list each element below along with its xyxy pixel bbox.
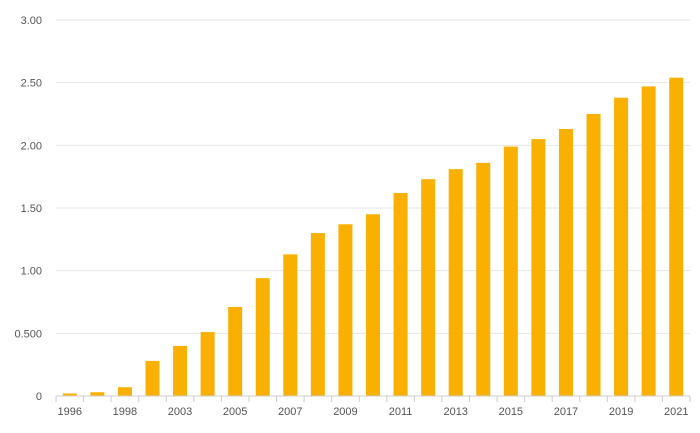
y-tick-label: 1.50 bbox=[21, 203, 42, 215]
x-tick-label: 2017 bbox=[554, 406, 578, 418]
y-tick-label: 0 bbox=[36, 391, 42, 403]
bar-2008 bbox=[310, 233, 325, 396]
bar-2003 bbox=[173, 345, 188, 396]
y-gridlines bbox=[56, 19, 690, 334]
bar-2011 bbox=[393, 192, 408, 396]
y-tick-label: 3.00 bbox=[21, 15, 42, 27]
bar-2017 bbox=[558, 129, 573, 397]
x-tick-label: 2003 bbox=[168, 406, 192, 418]
x-tick-label: 2021 bbox=[664, 406, 688, 418]
bar-2019 bbox=[614, 97, 629, 396]
x-tick-label: 2009 bbox=[333, 406, 357, 418]
y-tick-label: 1.00 bbox=[21, 266, 42, 278]
bar-2018 bbox=[586, 114, 601, 396]
bar-2015 bbox=[503, 146, 518, 396]
x-tick-label: 2005 bbox=[223, 406, 247, 418]
x-tick-label: 1996 bbox=[58, 406, 82, 418]
y-axis-tick-labels: 0 0.500 1.00 1.50 2.00 2.50 3.00 bbox=[14, 15, 42, 403]
bar-2002 bbox=[145, 360, 160, 396]
y-tick-label: 2.00 bbox=[21, 140, 42, 152]
x-tick-label: 2011 bbox=[389, 406, 413, 418]
bar-2010 bbox=[366, 214, 380, 396]
x-tick-label: 2013 bbox=[443, 406, 467, 418]
bar-2016 bbox=[531, 139, 546, 397]
bar-2007 bbox=[283, 254, 298, 396]
bar-2006 bbox=[255, 278, 270, 396]
bar-1997 bbox=[90, 392, 105, 396]
bar-2009 bbox=[338, 224, 353, 396]
bar-2021 bbox=[669, 77, 684, 397]
bar-2004 bbox=[200, 332, 215, 396]
bar-1998 bbox=[117, 387, 132, 396]
x-tick-label: 1998 bbox=[113, 406, 137, 418]
x-tick-label: 2007 bbox=[278, 406, 302, 418]
bar-2014 bbox=[476, 162, 491, 396]
y-tick-label: 2.50 bbox=[21, 78, 42, 90]
bar-series bbox=[62, 77, 684, 397]
x-axis-ticks: 1996 1998 2003 2005 2007 2009 2011 2013 2015 2017… bbox=[55, 396, 691, 418]
bar-2020 bbox=[641, 86, 656, 396]
x-tick-label: 2019 bbox=[609, 406, 633, 418]
bar-1996 bbox=[62, 393, 77, 396]
bar-2013 bbox=[448, 169, 463, 396]
y-tick-label: 0.500 bbox=[14, 328, 42, 340]
bar-2005 bbox=[228, 307, 243, 396]
bar-2012 bbox=[421, 179, 436, 396]
x-tick-label: 2015 bbox=[499, 406, 523, 418]
